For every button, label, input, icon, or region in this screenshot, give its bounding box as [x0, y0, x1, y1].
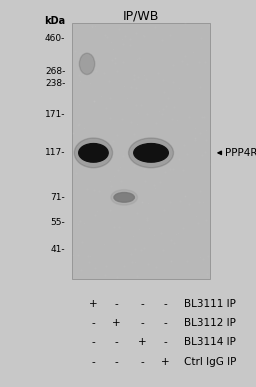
- Text: 460-: 460-: [45, 34, 65, 43]
- Text: 238-: 238-: [45, 79, 65, 88]
- Text: +: +: [89, 299, 98, 309]
- Text: -: -: [163, 337, 167, 348]
- Text: 71-: 71-: [50, 193, 65, 202]
- Text: Ctrl IgG IP: Ctrl IgG IP: [184, 357, 237, 367]
- Text: -: -: [115, 357, 118, 367]
- Text: -: -: [140, 357, 144, 367]
- Text: -: -: [140, 318, 144, 328]
- Text: -: -: [92, 337, 95, 348]
- Text: 171-: 171-: [45, 110, 65, 119]
- Text: 41-: 41-: [51, 245, 65, 254]
- Text: +: +: [161, 357, 169, 367]
- Text: -: -: [92, 357, 95, 367]
- Bar: [72, 23, 210, 279]
- Text: kDa: kDa: [44, 16, 65, 26]
- Text: 55-: 55-: [50, 218, 65, 227]
- Ellipse shape: [79, 144, 108, 162]
- Text: BL3111 IP: BL3111 IP: [184, 299, 236, 309]
- Text: +: +: [112, 318, 121, 328]
- Text: -: -: [115, 299, 118, 309]
- Text: BL3114 IP: BL3114 IP: [184, 337, 236, 348]
- Text: +: +: [138, 337, 146, 348]
- Text: 268-: 268-: [45, 67, 65, 76]
- Text: -: -: [163, 299, 167, 309]
- Ellipse shape: [114, 192, 134, 202]
- Text: PPP4R1: PPP4R1: [225, 148, 256, 158]
- Text: 117-: 117-: [45, 148, 65, 158]
- Text: IP/WB: IP/WB: [123, 10, 159, 23]
- Ellipse shape: [129, 138, 174, 168]
- Text: -: -: [115, 337, 118, 348]
- Ellipse shape: [134, 144, 168, 162]
- Text: -: -: [140, 299, 144, 309]
- Text: -: -: [163, 318, 167, 328]
- Text: -: -: [92, 318, 95, 328]
- Ellipse shape: [74, 138, 113, 168]
- Ellipse shape: [79, 53, 95, 74]
- Ellipse shape: [111, 190, 137, 205]
- Text: BL3112 IP: BL3112 IP: [184, 318, 236, 328]
